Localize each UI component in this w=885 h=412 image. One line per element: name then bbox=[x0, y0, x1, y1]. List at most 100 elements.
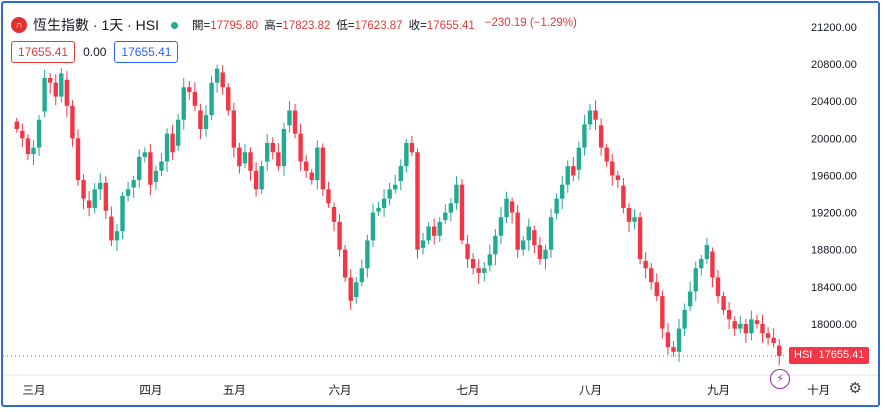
candle-body bbox=[354, 282, 359, 298]
candle-body bbox=[365, 240, 370, 269]
candle-body bbox=[303, 161, 309, 171]
candle-body bbox=[682, 310, 687, 329]
y-tick-label: 20000.00 bbox=[811, 133, 857, 145]
candle-body bbox=[420, 240, 426, 248]
candle-body bbox=[426, 226, 431, 241]
candle-body bbox=[142, 152, 147, 157]
candle-body bbox=[626, 207, 632, 222]
candle-body bbox=[621, 185, 626, 208]
candle-body bbox=[109, 216, 114, 241]
candle-body bbox=[643, 260, 648, 269]
candle-body bbox=[493, 235, 498, 255]
ohlc-readout: 開=17795.80 高=17823.82 低=17623.87 收=17655… bbox=[192, 17, 577, 33]
candle-body bbox=[498, 217, 504, 236]
candle-body bbox=[320, 147, 326, 190]
candle-body bbox=[487, 254, 493, 266]
candle-body bbox=[443, 212, 448, 220]
sell-price-box[interactable]: 17655.41 bbox=[11, 41, 76, 63]
candle-body bbox=[265, 142, 270, 162]
candle-body bbox=[298, 133, 303, 162]
candle-body bbox=[637, 217, 643, 259]
candle-body bbox=[393, 184, 398, 190]
candle-body bbox=[559, 184, 565, 199]
candle-body bbox=[237, 147, 242, 167]
candle-body bbox=[103, 182, 109, 211]
month-label: 四月 bbox=[139, 385, 162, 397]
candle-body bbox=[259, 166, 264, 190]
candle-body bbox=[36, 119, 42, 148]
candle-body bbox=[676, 328, 682, 352]
candle-body bbox=[120, 195, 125, 232]
candle-body bbox=[704, 245, 710, 259]
candle-body bbox=[765, 333, 771, 338]
candle-body bbox=[687, 291, 693, 307]
candle-body bbox=[20, 130, 25, 139]
candle-body bbox=[148, 152, 153, 185]
price-tag-value: 17655.41 bbox=[818, 348, 865, 361]
candle-body bbox=[242, 152, 248, 164]
candle-body bbox=[632, 217, 637, 222]
candle-body bbox=[70, 105, 75, 139]
lightning-icon[interactable]: ⚡ bbox=[770, 368, 791, 389]
candle-body bbox=[209, 82, 214, 116]
candle-body bbox=[454, 184, 459, 204]
candle-body bbox=[615, 175, 621, 181]
candle-body bbox=[738, 323, 743, 329]
candle-body bbox=[337, 221, 342, 250]
month-label: 三月 bbox=[22, 385, 45, 397]
candle-body bbox=[159, 161, 164, 171]
candle-body bbox=[459, 184, 465, 241]
candle-body bbox=[532, 230, 537, 246]
candle-body bbox=[693, 268, 698, 292]
price-axis-bg bbox=[787, 3, 878, 405]
chart-header: ∩ 恆生指數 · 1天 · HSI 開=17795.80 高=17823.82 … bbox=[11, 15, 577, 35]
candle-body bbox=[359, 268, 365, 283]
candle-body bbox=[448, 203, 454, 213]
candle-body bbox=[187, 87, 192, 92]
month-label: 九月 bbox=[707, 384, 730, 397]
y-tick-label: 19600.00 bbox=[811, 170, 857, 182]
candle-body bbox=[743, 323, 749, 334]
candle-body bbox=[565, 166, 570, 185]
candle-body bbox=[153, 170, 159, 182]
candle-body bbox=[777, 345, 782, 356]
candle-body bbox=[710, 251, 715, 278]
change-readout: −230.19 (−1.29%) bbox=[484, 17, 577, 29]
candle-body bbox=[125, 189, 131, 196]
candle-body bbox=[292, 110, 298, 134]
buy-price-box[interactable]: 17655.41 bbox=[114, 41, 179, 63]
candle-body bbox=[554, 198, 559, 214]
candle-body bbox=[470, 258, 476, 269]
candle-body bbox=[281, 129, 287, 167]
close-readout: 收=17655.41 bbox=[408, 20, 475, 32]
chart-frame: 21200.00 20800.00 20400.00 20000.00 19600.00… bbox=[1, 1, 880, 407]
candle-body bbox=[482, 268, 487, 273]
candle-body bbox=[220, 72, 225, 88]
candle-body bbox=[760, 323, 765, 334]
candle-body bbox=[543, 249, 548, 259]
y-tick-label: 18000.00 bbox=[811, 319, 857, 331]
candle-body bbox=[515, 212, 520, 250]
price-chart[interactable]: 21200.00 20800.00 20400.00 20000.00 19600.00… bbox=[3, 3, 880, 407]
candle-body bbox=[465, 244, 470, 259]
candle-body bbox=[415, 152, 420, 250]
candle-body bbox=[604, 147, 609, 162]
candle-body bbox=[114, 231, 120, 241]
spread-value: 0.00 bbox=[83, 45, 107, 59]
symbol-title[interactable]: 恆生指數 · 1天 · HSI bbox=[33, 17, 160, 33]
candle-body bbox=[754, 320, 760, 324]
candle-body bbox=[170, 133, 175, 153]
candle-body bbox=[437, 221, 442, 236]
candle-body bbox=[231, 110, 237, 148]
candle-body bbox=[526, 226, 531, 241]
candle-body bbox=[175, 119, 181, 146]
candle-body bbox=[610, 161, 615, 176]
gear-icon[interactable]: ⚙ bbox=[848, 380, 862, 397]
candle-body bbox=[598, 125, 604, 148]
candle-body bbox=[387, 189, 392, 199]
candle-body bbox=[86, 200, 92, 208]
candle-body bbox=[270, 142, 275, 153]
candle-body bbox=[593, 110, 598, 120]
candle-body bbox=[42, 77, 47, 112]
candle-body bbox=[248, 152, 253, 171]
